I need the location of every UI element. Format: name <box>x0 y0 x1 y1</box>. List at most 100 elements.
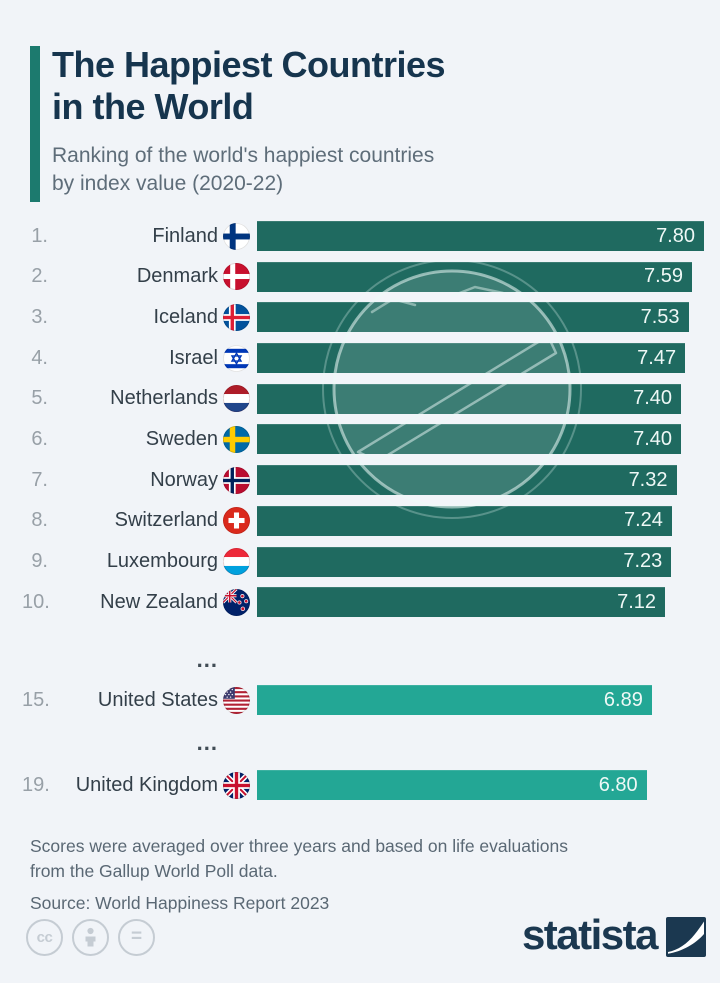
rank-label: 10. <box>22 590 50 613</box>
flag-nl-icon <box>223 385 250 413</box>
bar-value-label: 6.89 <box>603 688 643 711</box>
page-title: The Happiest Countries in the World <box>52 44 446 128</box>
country-label: Switzerland <box>114 509 218 532</box>
value-bar: 7.80 <box>257 221 704 251</box>
rank-label: 5. <box>31 387 48 410</box>
flag-se-icon <box>223 425 250 453</box>
value-bar: 6.80 <box>257 770 647 801</box>
ellipsis-separator: ... <box>196 729 218 755</box>
rank-label: 9. <box>31 550 48 572</box>
bar-value-label: 7.12 <box>617 590 657 613</box>
source-text: Source: World Happiness Report 2023 <box>30 893 330 913</box>
flag-container <box>223 344 250 372</box>
bar-value-label: 7.53 <box>640 305 680 328</box>
license-icons: cc = <box>26 918 155 956</box>
equals-icon[interactable]: = <box>118 918 155 956</box>
country-label: United States <box>97 688 218 711</box>
ellipsis-row: ... <box>0 715 720 770</box>
flag-container <box>223 548 250 575</box>
rank-label: 3. <box>31 305 48 328</box>
value-bar: 7.47 <box>257 343 686 374</box>
creative-commons-icon[interactable]: cc <box>26 918 63 956</box>
country-label: Sweden <box>145 427 218 450</box>
country-label: Luxembourg <box>106 550 218 572</box>
value-bar: 6.89 <box>257 685 652 716</box>
bar-track: 7.80 <box>257 221 704 251</box>
flag-dk-icon <box>223 263 250 291</box>
equals-label: = <box>130 926 143 947</box>
bar-track: 7.24 <box>257 505 704 536</box>
country-label: Norway <box>150 468 218 491</box>
flag-us-icon <box>223 686 250 714</box>
chart-row-norway: 7. Norway 7.32 <box>0 465 720 496</box>
attribution-person-icon[interactable] <box>72 918 109 956</box>
bar-track: 7.40 <box>257 383 704 414</box>
chart-row-luxembourg: 9. Luxembourg 7.23 <box>0 546 720 577</box>
rank-label: 8. <box>31 509 48 532</box>
value-bar: 7.24 <box>257 505 672 536</box>
flag-container <box>223 588 250 616</box>
value-bar: 7.59 <box>257 261 692 292</box>
bar-chart: 1. Finland 7.80 2. Denmark 7.59 3. Iceland 7.53 4… <box>0 221 720 811</box>
value-bar: 7.12 <box>257 587 666 618</box>
flag-container <box>223 507 250 535</box>
statista-logo[interactable]: statista <box>522 914 706 960</box>
value-bar: 7.40 <box>257 383 682 414</box>
flag-container <box>223 466 250 494</box>
bar-value-label: 7.40 <box>633 387 673 410</box>
bar-value-label: 7.32 <box>628 468 668 491</box>
flag-container <box>223 385 250 413</box>
bar-value-label: 7.24 <box>623 509 663 532</box>
rank-label: 7. <box>31 468 48 491</box>
header: The Happiest Countries in the World Ranki… <box>30 44 446 202</box>
value-bar: 7.40 <box>257 424 682 455</box>
rank-label: 2. <box>31 265 48 288</box>
country-label: Netherlands <box>110 387 218 410</box>
bar-track: 7.53 <box>257 302 704 333</box>
bar-value-label: 7.23 <box>623 550 663 572</box>
country-label: New Zealand <box>100 590 218 613</box>
statista-wordmark: statista <box>521 911 659 958</box>
rank-label: 15. <box>22 688 50 711</box>
rank-label: 1. <box>31 224 48 247</box>
bar-track: 7.32 <box>257 465 704 496</box>
value-bar: 7.53 <box>257 302 689 333</box>
bottom-bar: cc = statista <box>26 910 706 964</box>
bar-track: 6.80 <box>257 770 704 801</box>
rank-label: 6. <box>31 427 48 450</box>
person-glyph <box>85 927 96 947</box>
rank-label: 19. <box>22 773 50 796</box>
value-bar: 7.23 <box>257 546 672 577</box>
flag-il-icon <box>223 344 250 372</box>
chart-row-switzerland: 8. Switzerland 7.24 <box>0 505 720 536</box>
flag-fi-icon <box>223 222 250 250</box>
chart-row-sweden: 6. Sweden 7.40 <box>0 424 720 455</box>
chart-row-united-kingdom: 19. United Kingdom 6.80 <box>0 770 720 801</box>
bar-value-label: 7.40 <box>633 427 673 450</box>
country-label: Israel <box>169 346 218 369</box>
bar-value-label: 7.80 <box>656 224 695 247</box>
page-subtitle: Ranking of the world's happiest countrie… <box>52 144 435 195</box>
country-label: Iceland <box>153 305 219 328</box>
ellipsis-row: ... <box>0 617 720 685</box>
chart-row-united-states: 15. United States 6.89 <box>0 685 720 716</box>
flag-lu-icon <box>223 548 250 575</box>
flag-container <box>223 303 250 331</box>
flag-container <box>223 686 250 714</box>
chart-row-netherlands: 5. Netherlands 7.40 <box>0 383 720 414</box>
country-label: Denmark <box>136 265 218 288</box>
value-bar: 7.32 <box>257 465 677 496</box>
flag-container <box>223 771 250 799</box>
bar-track: 7.40 <box>257 424 704 455</box>
flag-is-icon <box>223 303 250 331</box>
flag-gb-icon <box>223 771 250 799</box>
flag-container <box>223 263 250 291</box>
country-label: Finland <box>152 224 218 247</box>
cc-label: cc <box>36 928 53 946</box>
chart-row-denmark: 2. Denmark 7.59 <box>0 261 720 292</box>
flag-container <box>223 425 250 453</box>
bar-track: 7.59 <box>257 261 704 292</box>
country-label: United Kingdom <box>75 773 218 796</box>
bar-track: 6.89 <box>257 685 704 716</box>
